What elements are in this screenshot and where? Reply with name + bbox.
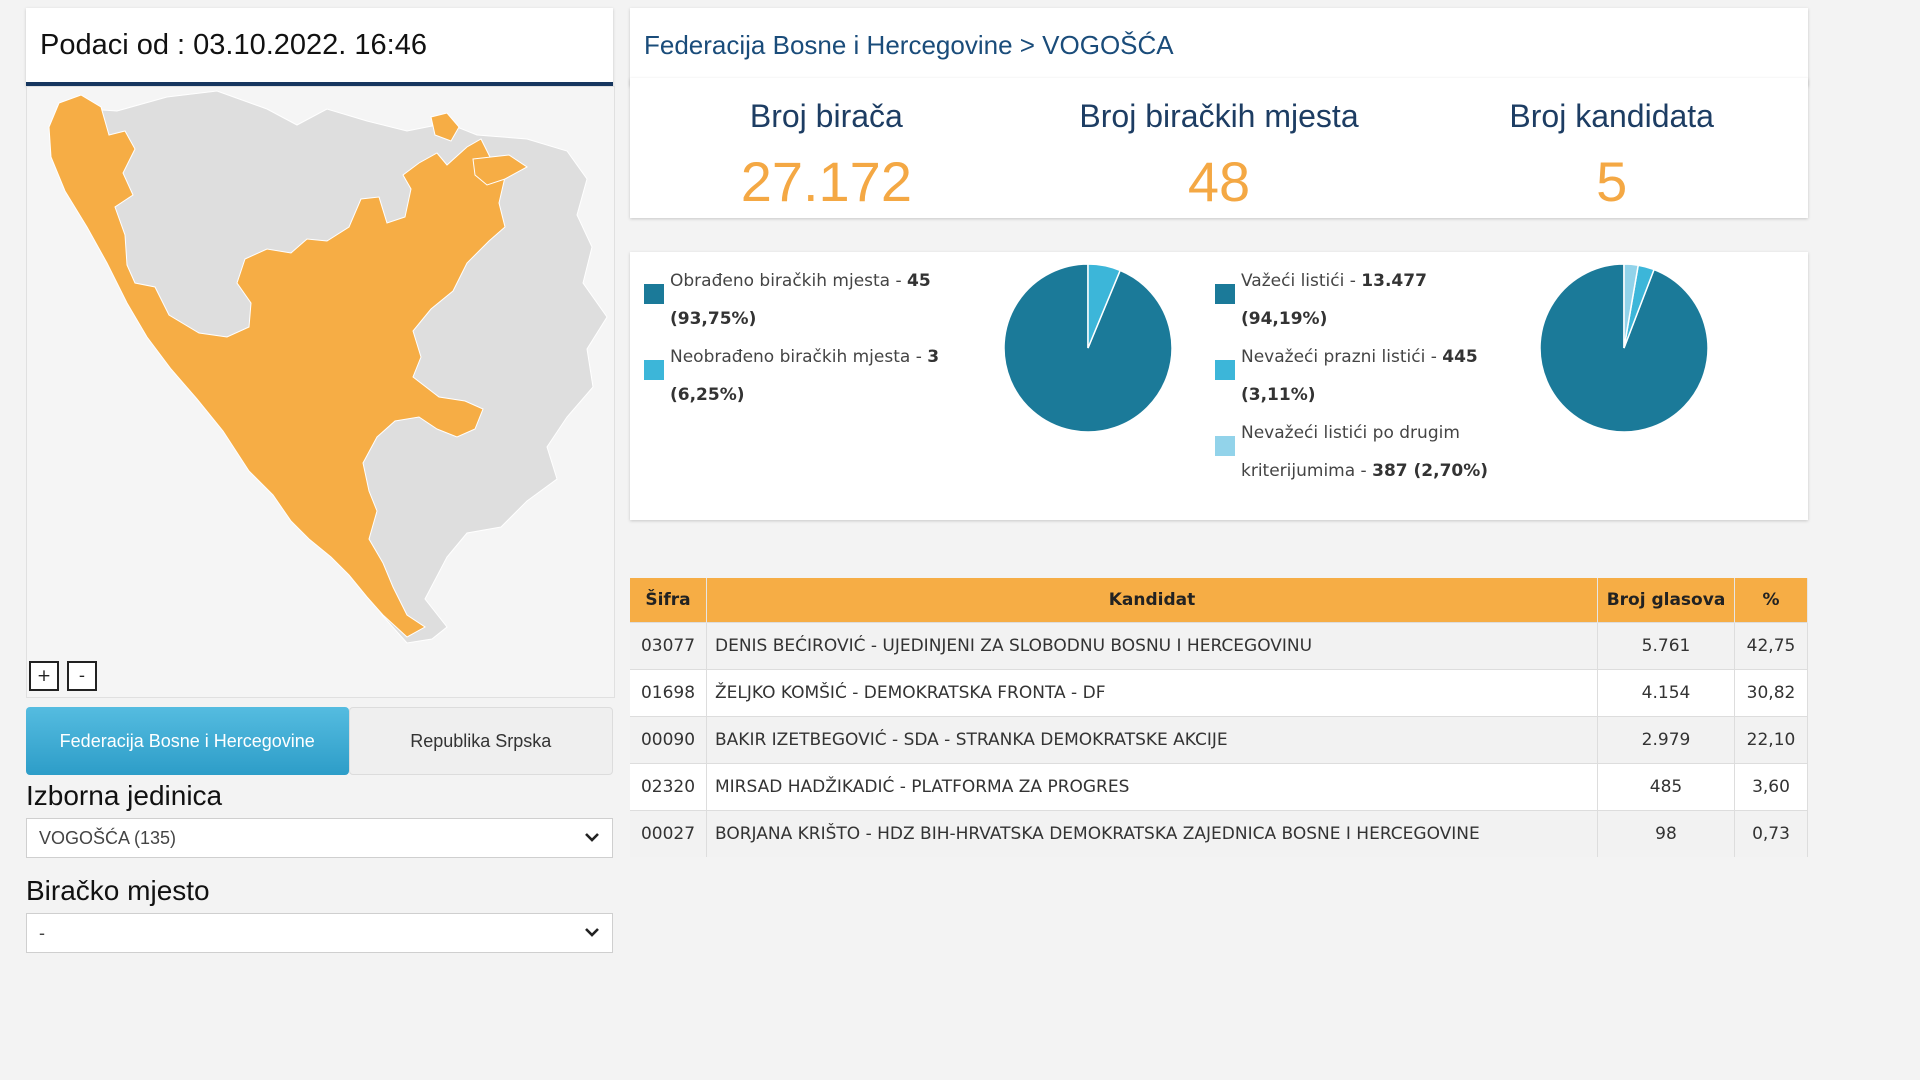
polling-station-select[interactable]: - [26, 913, 613, 953]
candidate-code: 03077 [630, 622, 707, 670]
candidate-percent: 42,75 [1734, 622, 1808, 670]
table-row: 00090 BAKIR IZETBEGOVIĆ - SDA - STRANKA … [630, 716, 1808, 764]
stat-value: 27.172 [740, 150, 912, 213]
candidate-percent: 0,73 [1734, 810, 1808, 857]
candidate-name: BAKIR IZETBEGOVIĆ - SDA - STRANKA DEMOKR… [706, 716, 1598, 764]
legend-swatch [1215, 284, 1235, 304]
table-row: 02320 MIRSAD HADŽIKADIĆ - PLATFORMA ZA P… [630, 763, 1808, 811]
stat-candidates: Broj kandidata 5 [1415, 78, 1808, 218]
legend-percent: (93,75%) [670, 309, 757, 329]
candidate-votes: 2.979 [1597, 716, 1735, 764]
legend-item: Nevažeći listići po drugim kriterijumima… [1215, 414, 1535, 490]
legend-item: Neobrađeno biračkih mjesta - 3 (6,25%) [644, 338, 984, 414]
region-map[interactable] [27, 87, 614, 697]
pie-slice [1087, 263, 1122, 349]
tab-republika-srpska[interactable]: Republika Srpska [348, 707, 613, 775]
stat-value: 5 [1596, 150, 1628, 213]
data-timestamp-header: Podaci od : 03.10.2022. 16:46 [26, 8, 613, 86]
legend-percent: (94,19%) [1241, 309, 1328, 329]
legend-percent: (3,11%) [1241, 385, 1316, 405]
map-region-brcko[interactable] [472, 154, 528, 186]
summary-stats: Broj birača 27.172 Broj biračkih mjesta … [630, 78, 1808, 218]
legend-value: 387 (2,70%) [1372, 461, 1489, 481]
zoom-in-button[interactable]: + [29, 661, 59, 691]
legend-value: 3 [927, 347, 940, 367]
legend-percent: (6,25%) [670, 385, 745, 405]
candidate-votes: 98 [1597, 810, 1735, 857]
electoral-unit-value: VOGOŠĆA (135) [39, 827, 177, 848]
stat-label: Broj birača [749, 98, 903, 134]
breadcrumb-text: Federacija Bosne i Hercegovine > VOGOŠĆA [644, 29, 1174, 60]
legend-value: 13.477 [1361, 271, 1427, 291]
pie-slice [1623, 263, 1640, 349]
legend-label: Nevažeći listići po drugim [1241, 423, 1460, 443]
legend-value: 445 [1442, 347, 1478, 367]
candidate-name: DENIS BEĆIROVIĆ - UJEDINJENI ZA SLOBODNU… [706, 622, 1598, 670]
breadcrumb: Federacija Bosne i Hercegovine > VOGOŠĆA [630, 8, 1808, 86]
tab-federacija[interactable]: Federacija Bosne i Hercegovine [26, 707, 349, 775]
candidate-percent: 30,82 [1734, 669, 1808, 717]
chevron-down-icon [585, 928, 599, 937]
electoral-unit-select[interactable]: VOGOŠĆA (135) [26, 818, 613, 858]
candidate-votes: 5.761 [1597, 622, 1735, 670]
column-header-percent[interactable]: % [1734, 578, 1808, 623]
results-header-row: Šifra Kandidat Broj glasova % [630, 578, 1808, 623]
stat-voters: Broj birača 27.172 [630, 78, 1023, 218]
candidate-votes: 485 [1597, 763, 1735, 811]
zoom-out-button[interactable]: - [67, 661, 97, 691]
charts-panel: Obrađeno biračkih mjesta - 45 (93,75%) N… [630, 252, 1808, 520]
candidate-percent: 3,60 [1734, 763, 1808, 811]
map-panel: + - [26, 86, 615, 698]
map-region-federacija[interactable] [48, 94, 506, 638]
candidate-name: BORJANA KRIŠTO - HDZ BIH-HRVATSKA DEMOKR… [706, 810, 1598, 857]
results-table: Šifra Kandidat Broj glasova % 03077 DENI… [630, 578, 1808, 857]
legend-label: Važeći listići - [1241, 271, 1362, 291]
stat-label: Broj biračkih mjesta [1079, 98, 1359, 134]
stat-value: 48 [1187, 150, 1251, 213]
column-header-candidate[interactable]: Kandidat [706, 578, 1598, 623]
electoral-unit-label: Izborna jedinica [26, 780, 223, 811]
legend-item: Nevažeći prazni listići - 445 (3,11%) [1215, 338, 1535, 414]
candidate-code: 01698 [630, 669, 707, 717]
polling-station-value: - [39, 922, 45, 943]
candidate-name: ŽELJKO KOMŠIĆ - DEMOKRATSKA FRONTA - DF [706, 669, 1598, 717]
legend-swatch [1215, 436, 1235, 456]
legend-polling-stations: Obrađeno biračkih mjesta - 45 (93,75%) N… [644, 262, 984, 414]
entity-tabs: Federacija Bosne i Hercegovine Republika… [26, 707, 613, 775]
data-timestamp: Podaci od : 03.10.2022. 16:46 [40, 28, 427, 61]
candidate-name: MIRSAD HADŽIKADIĆ - PLATFORMA ZA PROGRES [706, 763, 1598, 811]
stat-polling-stations: Broj biračkih mjesta 48 [1023, 78, 1416, 218]
legend-item: Važeći listići - 13.477 (94,19%) [1215, 262, 1535, 338]
legend-label-cont: kriterijumima - [1241, 461, 1373, 481]
candidate-votes: 4.154 [1597, 669, 1735, 717]
legend-swatch [644, 360, 664, 380]
map-region-posavina[interactable] [430, 112, 460, 142]
candidate-percent: 22,10 [1734, 716, 1808, 764]
legend-label: Neobrađeno biračkih mjesta - [670, 347, 928, 367]
candidate-code: 02320 [630, 763, 707, 811]
column-header-votes[interactable]: Broj glasova [1597, 578, 1735, 623]
table-row: 01698 ŽELJKO KOMŠIĆ - DEMOKRATSKA FRONTA… [630, 669, 1808, 717]
legend-label: Nevažeći prazni listići - [1241, 347, 1443, 367]
legend-label: Obrađeno biračkih mjesta - [670, 271, 908, 291]
column-header-code[interactable]: Šifra [630, 578, 707, 623]
pie-polling-stations [1003, 263, 1173, 433]
candidate-code: 00090 [630, 716, 707, 764]
pie-ballots [1539, 263, 1709, 433]
chevron-down-icon [585, 833, 599, 842]
table-row: 03077 DENIS BEĆIROVIĆ - UJEDINJENI ZA SL… [630, 622, 1808, 670]
legend-swatch [1215, 360, 1235, 380]
candidate-code: 00027 [630, 810, 707, 857]
legend-swatch [644, 284, 664, 304]
polling-station-label: Biračko mjesto [26, 875, 210, 906]
legend-value: 45 [907, 271, 931, 291]
table-row: 00027 BORJANA KRIŠTO - HDZ BIH-HRVATSKA … [630, 810, 1808, 857]
legend-ballots: Važeći listići - 13.477 (94,19%) Nevažeć… [1215, 262, 1535, 490]
stat-label: Broj kandidata [1509, 98, 1714, 134]
legend-item: Obrađeno biračkih mjesta - 45 (93,75%) [644, 262, 984, 338]
